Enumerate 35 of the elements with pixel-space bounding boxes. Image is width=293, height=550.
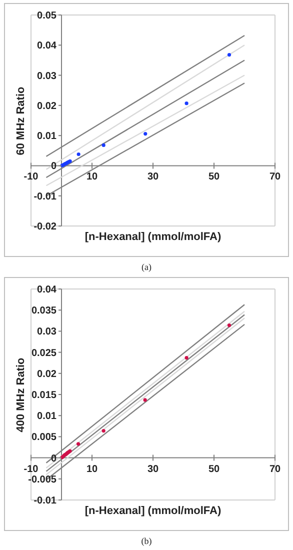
y-tick-label: -0.02 xyxy=(34,222,57,232)
x-tick-label: 10 xyxy=(86,172,98,183)
y-tick-label: 0.015 xyxy=(31,390,57,401)
y-tick-label: 0.03 xyxy=(37,326,57,338)
y-tick-label: 0.02 xyxy=(37,100,57,112)
x-tick-label: 50 xyxy=(208,464,220,475)
y-tick-label: 0 xyxy=(50,453,57,464)
y-tick-label: -0.01 xyxy=(34,496,57,506)
x-axis-title: [n-Hexanal] (mmol/molFA) xyxy=(84,231,222,243)
y-tick-label: -0.01 xyxy=(34,191,57,202)
y-tick-label: 0.005 xyxy=(31,432,57,444)
y-axis-title: 400 MHz Ratio xyxy=(15,357,27,432)
x-tick-label: 30 xyxy=(147,464,159,475)
x-tick-label: -10 xyxy=(24,172,39,183)
x-tick-label: 70 xyxy=(269,464,281,475)
y-tick-label: 0.03 xyxy=(37,70,57,82)
text: (b) xyxy=(140,536,153,546)
x-tick-label: 50 xyxy=(208,172,220,183)
x-tick-label: 30 xyxy=(147,172,159,183)
x-tick-label: -10 xyxy=(24,464,39,475)
y-tick-label: 0.01 xyxy=(37,131,57,142)
y-tick-label: 0.04 xyxy=(37,284,57,296)
y-tick-label: 0.02 xyxy=(37,368,57,380)
y-tick-label: -0.005 xyxy=(28,474,57,486)
x-axis-title: [n-Hexanal] (mmol/molFA) xyxy=(84,505,222,517)
y-tick-label: 0.04 xyxy=(37,40,57,52)
y-tick-label: 0 xyxy=(50,161,57,172)
text: (a) xyxy=(140,262,152,272)
y-tick-label: 0.05 xyxy=(37,10,57,22)
y-tick-label: 0.025 xyxy=(31,348,57,359)
y-tick-label: 0.01 xyxy=(37,411,57,422)
y-axis-title: 60 MHz Ratio xyxy=(15,86,27,155)
y-tick-label: 0.035 xyxy=(31,306,57,317)
x-tick-label: 10 xyxy=(86,464,98,475)
x-tick-label: 70 xyxy=(269,172,281,183)
